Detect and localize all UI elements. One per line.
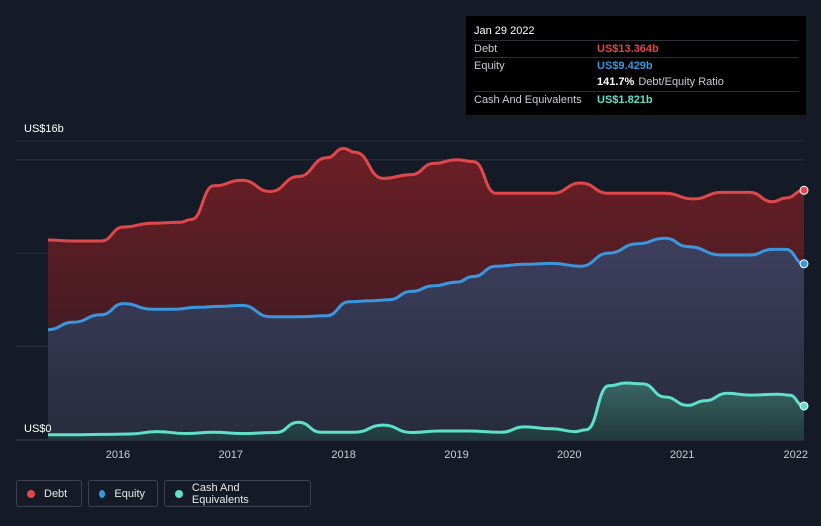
x-tick-label-2017: 2017 [219,449,243,461]
tooltip-equity-label: Equity [474,60,505,72]
x-tick-label-2020: 2020 [557,449,581,461]
tooltip-debt-row: Debt US$13.364b [474,40,799,57]
x-tick-label-2021: 2021 [670,449,694,461]
cash-end-marker [799,401,809,411]
x-tick-label-2022: 2022 [784,449,808,461]
tooltip-date: Jan 29 2022 [474,25,535,37]
series-end-markers [799,185,809,411]
debt-dot-icon [27,489,35,498]
chart-legend: Debt Equity Cash And Equivalents [16,480,311,507]
equity-end-marker [799,259,809,269]
tooltip-debt-value: US$13.364b [597,43,659,55]
legend-item-cash[interactable]: Cash And Equivalents [164,480,311,507]
legend-item-equity[interactable]: Equity [88,480,158,507]
legend-item-debt[interactable]: Debt [16,480,82,507]
tooltip-ratio-spacer [474,74,597,91]
x-tick-label-2018: 2018 [331,449,355,461]
series-areas [48,148,804,440]
tooltip-ratio-value: 141.7% [597,76,635,88]
tooltip-cash-row: Cash And Equivalents US$1.821b [474,91,799,108]
tooltip-ratio-label: Debt/Equity Ratio [638,76,724,88]
tooltip-ratio-row: 141.7% Debt/Equity Ratio [474,74,799,91]
cash-dot-icon [175,489,183,498]
cash-line [48,381,805,437]
tooltip-debt-label: Debt [474,43,498,55]
y-tick-label-max: US$16b [24,123,64,135]
equity-dot-icon [99,489,106,498]
chart-tooltip: Jan 29 2022 Debt US$13.364b Equity US$9.… [466,16,806,115]
y-tick-label-min: US$0 [24,423,52,435]
legend-debt-label: Debt [44,487,68,500]
equity-line [47,236,805,332]
tooltip-equity-value: US$9.429b [597,60,653,72]
debt-line [47,147,805,243]
tooltip-cash-value: US$1.821b [597,94,653,106]
legend-equity-label: Equity [114,487,145,500]
axis-labels: US$16b US$0 2016 2017 2018 2019 2020 2021 2022 [24,123,808,461]
series-lines [47,147,805,437]
tooltip-cash-label: Cash And Equivalents [474,94,582,106]
cash-area [48,383,804,440]
debt-end-marker [799,185,809,195]
legend-cash-label: Cash And Equivalents [191,481,249,506]
x-tick-label-2016: 2016 [106,449,130,461]
tooltip-equity-row: Equity US$9.429b [474,57,799,74]
x-tick-label-2019: 2019 [444,449,468,461]
